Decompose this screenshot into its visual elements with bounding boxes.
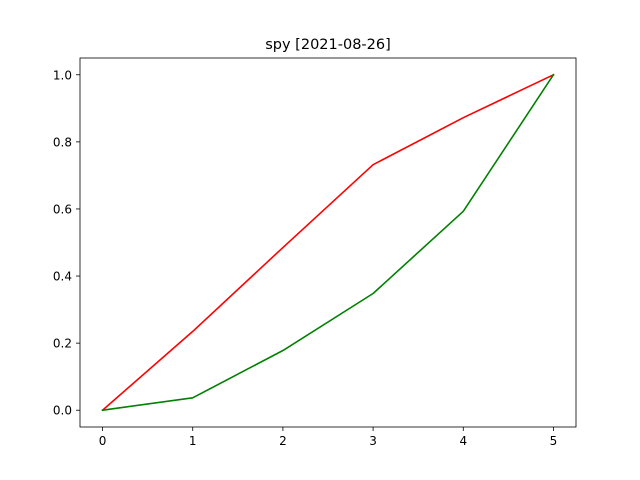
chart-title: spy [2021-08-26] — [265, 37, 391, 53]
axes-frame — [79, 57, 577, 428]
series-line-1 — [101, 73, 555, 412]
y-tick-label: 1.0 — [53, 68, 72, 82]
y-tick-label: 0.6 — [53, 202, 72, 216]
y-tick-label: 0.8 — [53, 135, 72, 149]
x-tick-label: 1 — [189, 434, 197, 448]
y-tick-label: 0.0 — [53, 404, 72, 418]
x-tick-label: 4 — [459, 434, 467, 448]
y-tick-label: 0.4 — [53, 270, 72, 284]
x-tick-label: 3 — [369, 434, 377, 448]
x-tick-label: 5 — [550, 434, 558, 448]
plot-area: 0 1 2 3 4 5 0.0 0.2 0.4 0.6 0.8 1.0 — [53, 57, 577, 448]
series-line-0 — [101, 73, 555, 412]
x-tick-label: 2 — [279, 434, 287, 448]
x-tick-label: 0 — [99, 434, 107, 448]
y-tick-label: 0.2 — [53, 337, 72, 351]
